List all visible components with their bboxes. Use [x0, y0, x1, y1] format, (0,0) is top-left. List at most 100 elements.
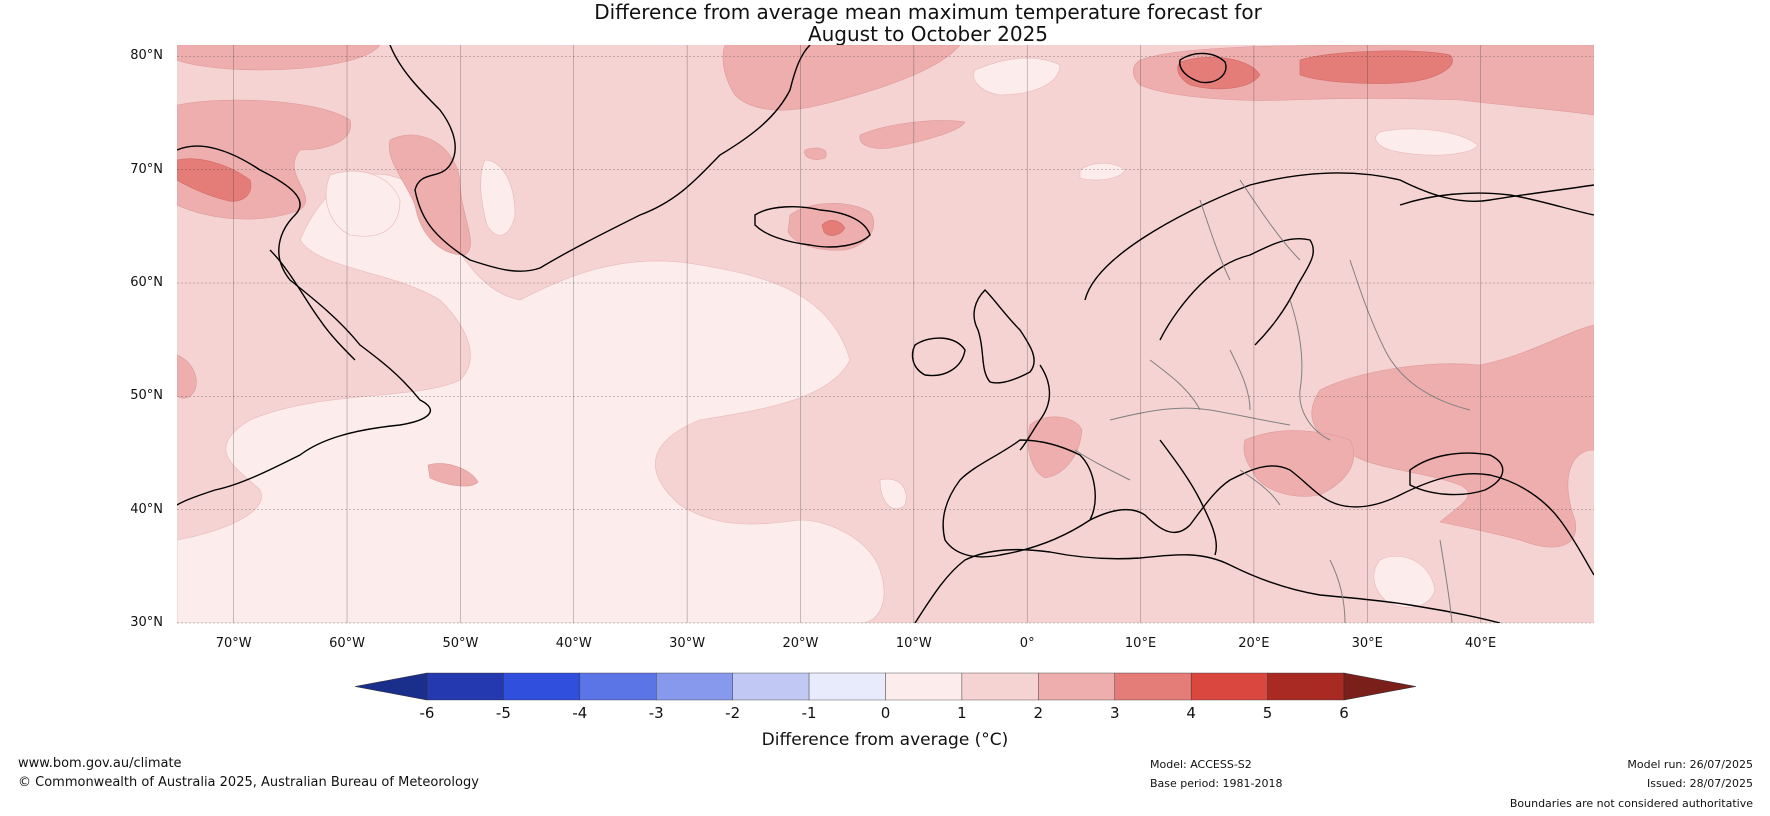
anomaly-region-0-to-1-canada-north — [325, 170, 401, 237]
black-sea-coastline — [1409, 452, 1504, 496]
colorbar-extend-low-arrow — [354, 672, 428, 701]
colorbar-tick-label: -5 — [495, 704, 511, 722]
iberia-coastline — [942, 439, 1096, 558]
latitude-gridlines — [177, 56, 1594, 624]
longitude-label: 30°W — [669, 636, 706, 651]
ireland-coastline — [911, 337, 966, 377]
longitude-label: 10°W — [895, 636, 932, 651]
longitude-label: 20°W — [782, 636, 819, 651]
latitude-label: 30°N — [130, 615, 163, 630]
anomaly-region-2-to-3-jan-mayen — [859, 120, 966, 149]
longitude-label: 40°W — [555, 636, 592, 651]
colorbar-cell — [961, 672, 1039, 701]
anomaly-region-2-to-3-labrador — [177, 354, 197, 399]
colorbar-cell — [1267, 672, 1345, 701]
gridlines — [177, 45, 1594, 624]
colorbar-cell — [885, 672, 963, 701]
footer-copyright: © Commonwealth of Australia 2025, Austra… — [18, 775, 479, 790]
border-segment-1 — [1109, 407, 1291, 426]
latitude-label: 50°N — [130, 388, 163, 404]
longitude-label: 20°E — [1238, 636, 1270, 651]
border-segment-11 — [1239, 469, 1281, 506]
russia-north-coastline — [1399, 192, 1594, 216]
svalbard-coastline — [1179, 52, 1227, 84]
colorbar-cell — [1038, 672, 1115, 701]
colorbar-tick-label: 3 — [1109, 704, 1120, 722]
colorbar-cell — [808, 672, 886, 701]
border-segment-6 — [1199, 199, 1231, 281]
border-segment-7 — [1239, 179, 1301, 261]
greenland-coastline — [389, 45, 811, 272]
border-segment-4 — [1289, 299, 1331, 441]
anomaly-region-0-to-1-davis-strait — [480, 159, 516, 236]
baltic-coastline — [1159, 238, 1314, 346]
anomaly-region-2-to-3-greenland-north — [177, 45, 381, 71]
anomaly-region-2-to-3-newfoundland-south — [427, 463, 479, 487]
france-coastline — [1019, 364, 1051, 451]
colorbar-tick-label: 2 — [1033, 704, 1044, 722]
border-segment-3 — [1229, 349, 1251, 411]
longitude-label: 10°E — [1124, 636, 1157, 651]
map-title-line-1: Difference from average mean maximum tem… — [594, 0, 1262, 24]
footer-model-run: Model run: 26/07/2025 — [1627, 758, 1753, 771]
colorbar-tick-label: 0 — [880, 704, 891, 722]
latitude-label: 70°N — [130, 161, 163, 177]
latitude-label: 80°N — [130, 48, 163, 64]
colorbar-tick-label: -6 — [419, 704, 435, 722]
italy-coastline — [1159, 439, 1217, 556]
colorbar-cell — [503, 672, 581, 701]
anomaly-region-0-to-1-turkey — [1373, 556, 1436, 608]
colorbar-cell — [426, 672, 504, 701]
footer-issued: Issued: 28/07/2025 — [1646, 777, 1753, 790]
coastlines — [177, 45, 1594, 623]
africa-coastline — [914, 548, 1501, 623]
colorbar-tick-label: -1 — [801, 704, 817, 722]
border-segment-10 — [1439, 539, 1453, 623]
longitude-label: 30°E — [1351, 636, 1383, 651]
anomaly-region-2-to-3-bay-of-biscay-east — [804, 147, 827, 160]
colorbar-cells — [354, 672, 1417, 701]
border-segment-2 — [1149, 359, 1201, 411]
border-segment-8 — [1074, 449, 1131, 481]
labrador-coastline — [269, 249, 356, 361]
scandinavia-coastline — [1084, 172, 1594, 301]
anomaly-region-3-to-4-baffin-core — [177, 158, 252, 202]
colorbar-tick-label: -3 — [648, 704, 664, 722]
anomaly-region-2-to-3-fram — [722, 45, 961, 111]
colorbar-cell — [579, 672, 657, 701]
latitude-label: 40°N — [130, 501, 163, 517]
anomaly-region-3-to-4-iceland-core — [821, 220, 846, 236]
colorbar-cell — [732, 672, 810, 701]
border-segment-9 — [1329, 559, 1346, 623]
anomaly-region-0-to-1-norwegian — [1079, 162, 1126, 181]
colorbar-tick-label: 4 — [1186, 704, 1196, 722]
mediterranean-coastline — [1089, 465, 1594, 576]
colorbar-cell — [656, 672, 733, 701]
country-borders — [1074, 179, 1471, 623]
canada-coastline — [177, 145, 432, 506]
iceland-coastline — [754, 206, 871, 248]
anomaly-region-3-to-4-barents-core — [1299, 50, 1453, 84]
longitude-label: 50°W — [442, 636, 479, 651]
longitude-label: 40°E — [1464, 636, 1497, 651]
map-plot-area — [177, 45, 1594, 623]
longitude-label: 70°W — [215, 636, 252, 651]
colorbar-label: Difference from average (°C) — [761, 730, 1009, 750]
longitude-label: 60°W — [329, 636, 365, 651]
colorbar-cell — [1190, 672, 1268, 701]
anomaly-region-0-to-1-azores — [879, 478, 907, 510]
longitude-label: 0° — [1019, 636, 1035, 651]
latitude-label: 60°N — [130, 275, 163, 290]
anomaly-region-0-to-1-barents — [1375, 128, 1479, 156]
footer-website: www.bom.gov.au/climate — [18, 756, 182, 771]
colorbar-tick-label: 1 — [957, 704, 967, 722]
anomaly-region-0-to-1-atlantic — [177, 173, 885, 623]
map-title-line-2: August to October 2025 — [807, 22, 1049, 46]
colorbar-tick-label: 5 — [1262, 704, 1273, 722]
footer-base-period: Base period: 1981-2018 — [1150, 777, 1283, 790]
border-segment-5 — [1349, 259, 1471, 411]
colorbar-tick-label: -2 — [725, 704, 741, 722]
colorbar-tick-label: -4 — [572, 704, 588, 722]
